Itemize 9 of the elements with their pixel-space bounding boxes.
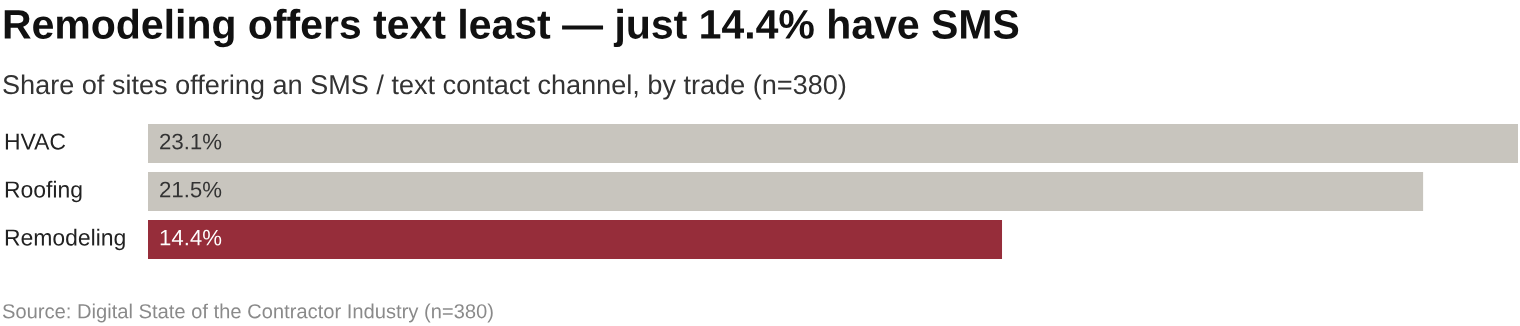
data-label: 21.5% [160, 181, 222, 198]
chart-title: Remodeling offers text least — just 14.4% have SMS [4, 8, 1019, 48]
data-label: 14.4% [160, 229, 222, 246]
y-tick-label: Remodeling [5, 228, 125, 251]
source-note: Source: Digital State of the Contractor Industry (n=380) [2, 303, 493, 323]
y-tick-label: HVAC [5, 133, 66, 150]
data-label: 23.1% [160, 133, 222, 150]
chart-subtitle: Share of sites offering an SMS / text contact channel, by trade (n=380) [3, 74, 846, 100]
y-tick-label: Roofing [5, 180, 82, 203]
